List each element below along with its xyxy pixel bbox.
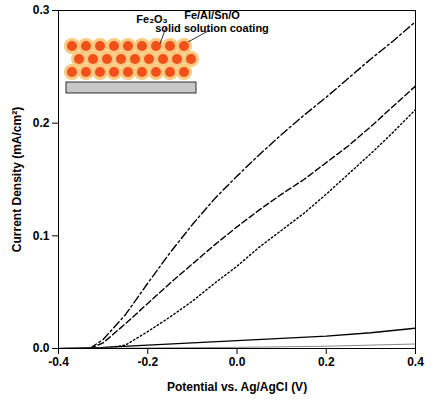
svg-text:Fe₂O₃: Fe₂O₃ [136,13,168,25]
svg-text:0.0: 0.0 [229,355,246,369]
svg-text:0.2: 0.2 [318,355,335,369]
svg-text:Potential vs. Ag/AgCl (V): Potential vs. Ag/AgCl (V) [167,380,307,394]
svg-text:0.3: 0.3 [33,3,50,17]
svg-text:0.4: 0.4 [407,355,424,369]
svg-text:0.1: 0.1 [33,229,50,243]
svg-text:-0.2: -0.2 [137,355,158,369]
svg-text:-0.4: -0.4 [48,355,69,369]
svg-text:0.0: 0.0 [33,341,50,355]
svg-text:Current Density (mA/cm²): Current Density (mA/cm²) [10,107,24,252]
svg-text:Fe/Al/Sn/Osolid solution coati: Fe/Al/Sn/Osolid solution coating [155,9,269,34]
svg-text:0.2: 0.2 [33,116,50,130]
